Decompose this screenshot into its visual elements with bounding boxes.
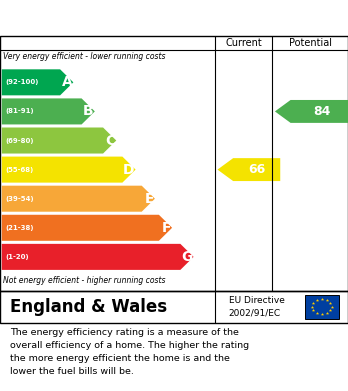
Text: (55-68): (55-68) bbox=[5, 167, 33, 172]
Text: Not energy efficient - higher running costs: Not energy efficient - higher running co… bbox=[3, 276, 166, 285]
Text: (39-54): (39-54) bbox=[5, 196, 34, 202]
Polygon shape bbox=[2, 127, 116, 154]
Text: A: A bbox=[62, 75, 72, 89]
Polygon shape bbox=[2, 186, 155, 212]
Text: Very energy efficient - lower running costs: Very energy efficient - lower running co… bbox=[3, 52, 166, 61]
Text: (92-100): (92-100) bbox=[5, 79, 39, 85]
Text: C: C bbox=[105, 133, 115, 147]
Text: 84: 84 bbox=[313, 105, 330, 118]
Polygon shape bbox=[218, 158, 280, 181]
Polygon shape bbox=[275, 100, 348, 123]
Text: B: B bbox=[83, 104, 94, 118]
Text: EU Directive
2002/91/EC: EU Directive 2002/91/EC bbox=[229, 296, 285, 317]
Text: D: D bbox=[123, 163, 135, 177]
Polygon shape bbox=[2, 156, 136, 183]
Polygon shape bbox=[2, 99, 95, 124]
Text: F: F bbox=[161, 221, 171, 235]
Text: Potential: Potential bbox=[288, 38, 332, 48]
Text: E: E bbox=[144, 192, 154, 206]
Text: G: G bbox=[181, 250, 192, 264]
Text: 66: 66 bbox=[248, 163, 265, 176]
Text: (1-20): (1-20) bbox=[5, 254, 29, 260]
Text: (69-80): (69-80) bbox=[5, 138, 34, 143]
Polygon shape bbox=[2, 69, 73, 95]
Polygon shape bbox=[2, 244, 193, 270]
Polygon shape bbox=[2, 215, 172, 241]
Bar bbox=[304, 294, 339, 319]
Text: (21-38): (21-38) bbox=[5, 225, 34, 231]
Text: Energy Efficiency Rating: Energy Efficiency Rating bbox=[10, 9, 239, 27]
Text: (81-91): (81-91) bbox=[5, 108, 34, 115]
Text: The energy efficiency rating is a measure of the
overall efficiency of a home. T: The energy efficiency rating is a measur… bbox=[10, 328, 250, 376]
Text: Current: Current bbox=[225, 38, 262, 48]
Text: England & Wales: England & Wales bbox=[10, 298, 168, 316]
